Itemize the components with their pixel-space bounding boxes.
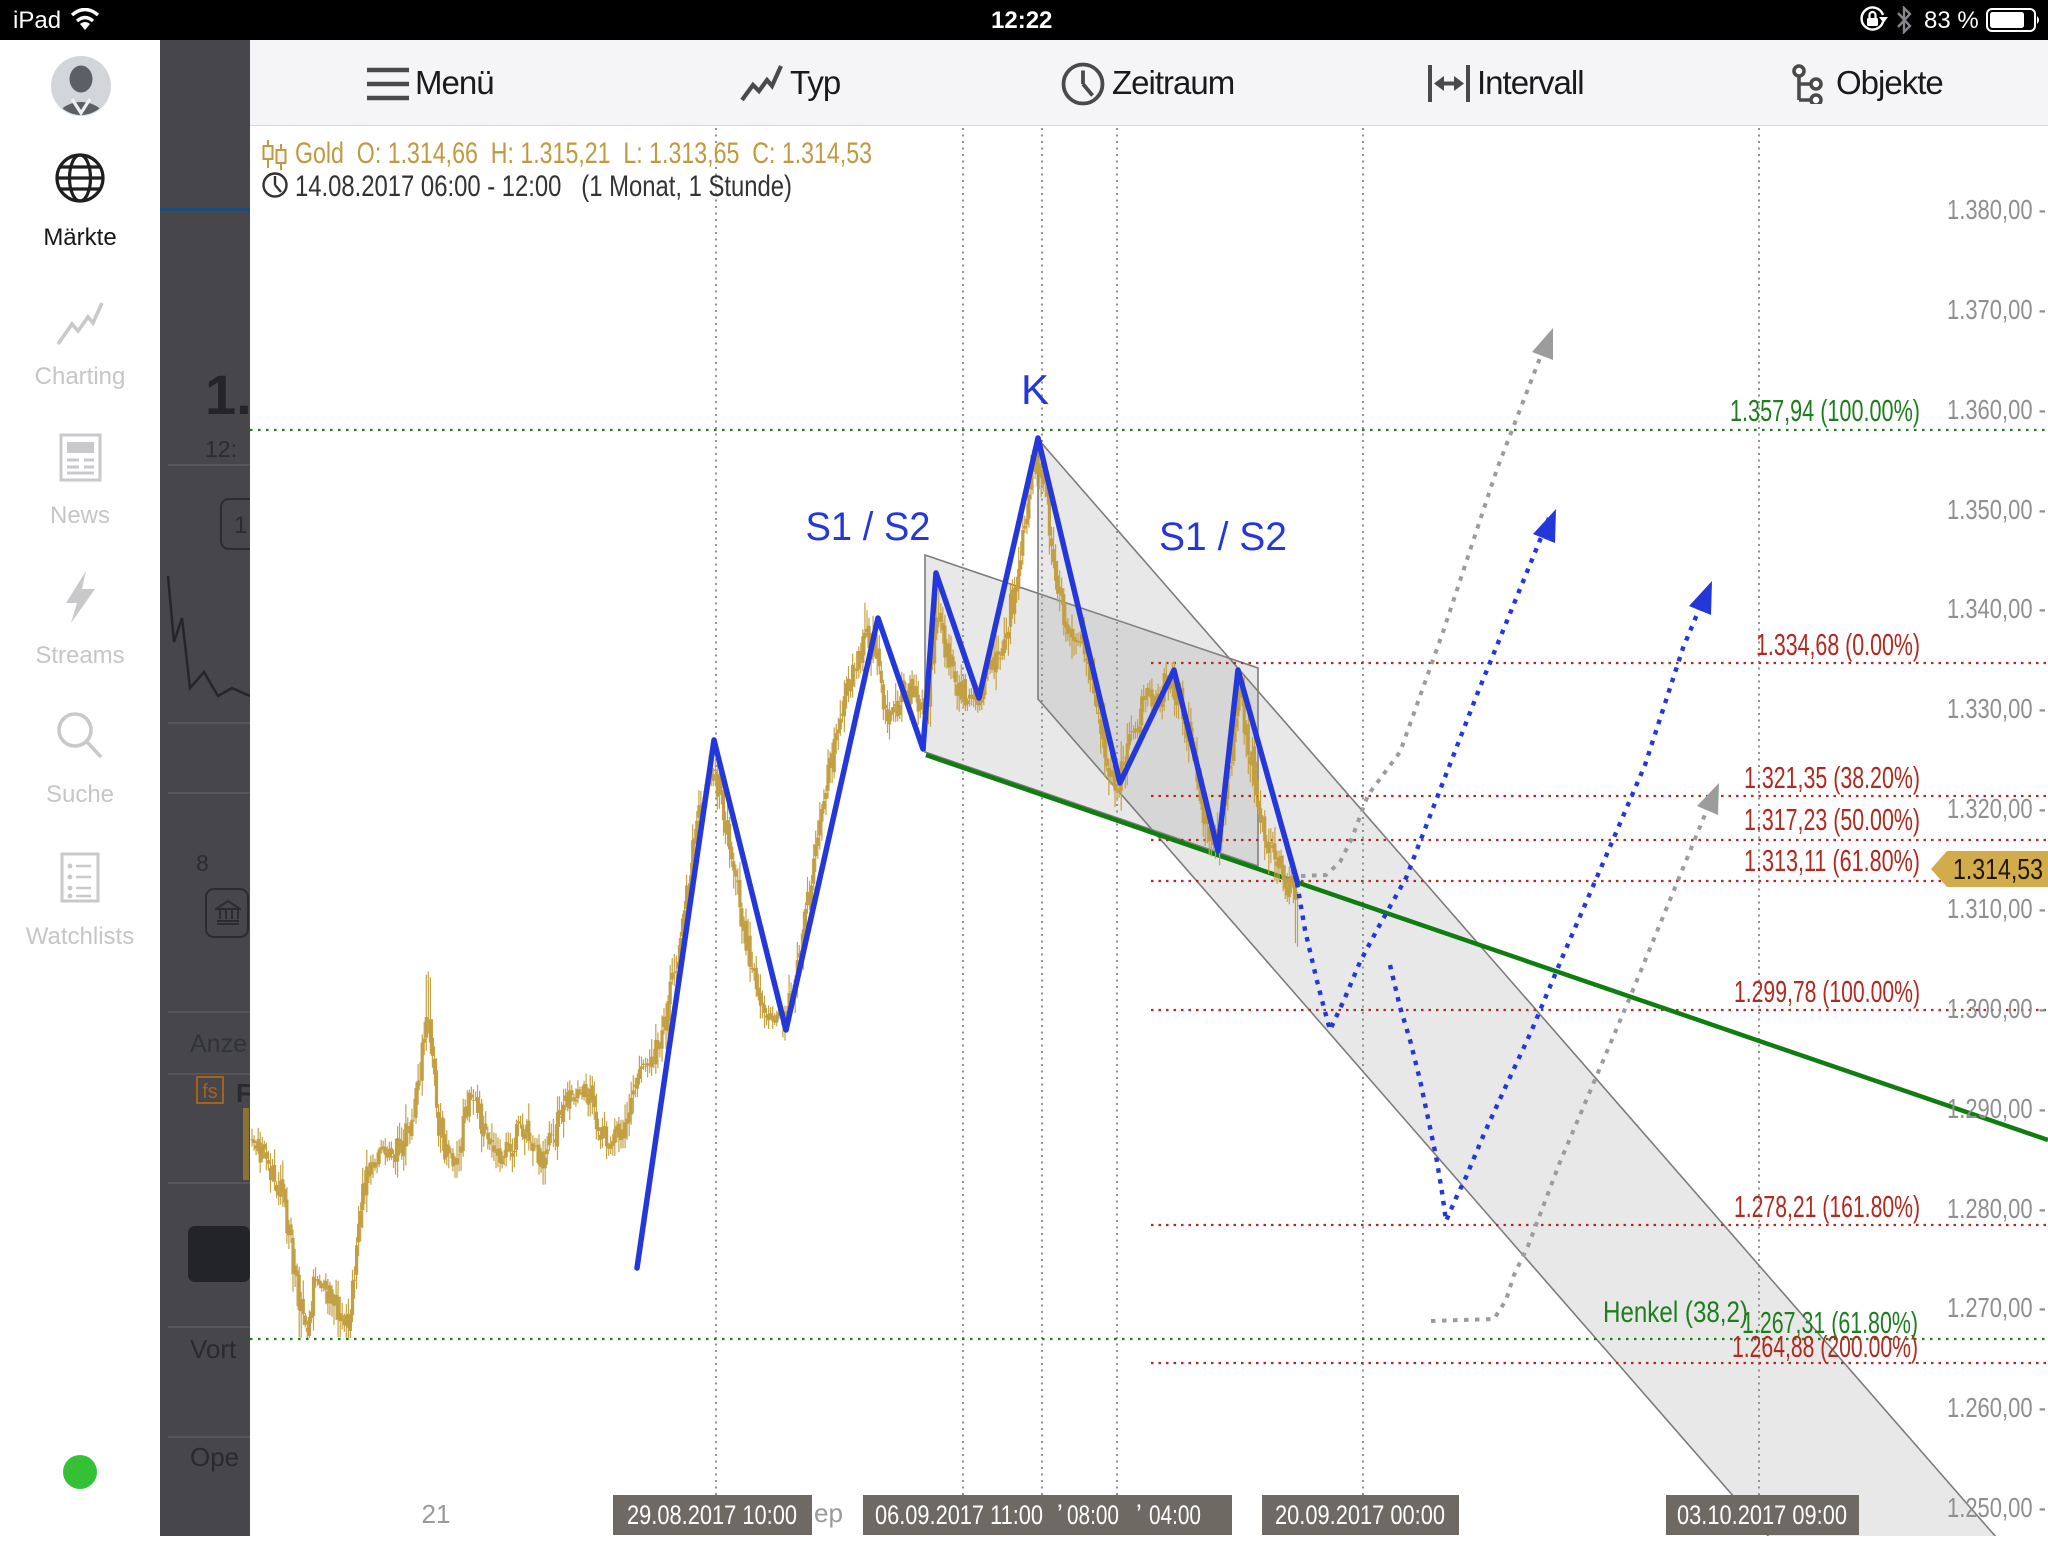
svg-text:News: News — [50, 502, 110, 529]
svg-text:1.267,31 (61.80%): 1.267,31 (61.80%) — [1742, 1305, 1918, 1340]
svg-text:1.310,00 -: 1.310,00 - — [1947, 893, 2046, 924]
svg-text:1.313,11 (61.80%): 1.313,11 (61.80%) — [1744, 843, 1920, 878]
svg-text:ʼ: ʼ — [1136, 1500, 1142, 1530]
svg-text:08:00: 08:00 — [1067, 1500, 1119, 1530]
svg-text:Märkte: Märkte — [43, 224, 116, 251]
svg-text:1.321,35 (38.20%): 1.321,35 (38.20%) — [1744, 760, 1920, 795]
svg-text:03.10.2017 09:00: 03.10.2017 09:00 — [1677, 1500, 1847, 1530]
svg-text:Charting: Charting — [35, 363, 126, 390]
svg-text:S1 / S2: S1 / S2 — [1159, 515, 1287, 559]
svg-text:20.09.2017 00:00: 20.09.2017 00:00 — [1275, 1500, 1445, 1530]
svg-text:K: K — [1021, 366, 1049, 413]
svg-text:1.264,88 (200.00%): 1.264,88 (200.00%) — [1732, 1329, 1918, 1364]
svg-text:1.290,00 -: 1.290,00 - — [1947, 1093, 2046, 1124]
svg-text:1.270,00 -: 1.270,00 - — [1947, 1292, 2046, 1323]
svg-text:1.360,00 -: 1.360,00 - — [1947, 394, 2046, 425]
svg-text:1.250,00 -: 1.250,00 - — [1947, 1492, 2046, 1523]
svg-text:1.320,00 -: 1.320,00 - — [1947, 793, 2046, 824]
svg-text:14.08.2017 06:00 - 12:00 (1: 14.08.2017 06:00 - 12:00 (1 Monat, 1 Stu… — [295, 170, 792, 203]
svg-text:21: 21 — [422, 1499, 451, 1529]
svg-text:1.278,21 (161.80%): 1.278,21 (161.80%) — [1734, 1189, 1920, 1224]
svg-text:ʼ: ʼ — [1057, 1500, 1063, 1530]
svg-text:1.280,00 -: 1.280,00 - — [1947, 1193, 2046, 1224]
svg-text:1.357,94 (100.00%): 1.357,94 (100.00%) — [1730, 393, 1920, 428]
svg-text:1.300,00 -: 1.300,00 - — [1947, 993, 2046, 1024]
svg-text:1.260,00 -: 1.260,00 - — [1947, 1392, 2046, 1423]
svg-text:Henkel (38,2): Henkel (38,2) — [1603, 1296, 1748, 1329]
svg-text:1.340,00 -: 1.340,00 - — [1947, 593, 2046, 624]
svg-text:1.314,53: 1.314,53 — [1953, 854, 2043, 886]
svg-text:ep: ep — [814, 1498, 843, 1528]
svg-text:1.334,68 (0.00%): 1.334,68 (0.00%) — [1756, 627, 1920, 662]
svg-text:1.317,23 (50.00%): 1.317,23 (50.00%) — [1744, 802, 1920, 837]
svg-text:1.330,00 -: 1.330,00 - — [1947, 693, 2046, 724]
svg-text:1.380,00 -: 1.380,00 - — [1947, 194, 2046, 225]
svg-text:06.09.2017 11:00: 06.09.2017 11:00 — [875, 1500, 1043, 1530]
svg-text:Suche: Suche — [46, 781, 114, 808]
svg-text:1.370,00 -: 1.370,00 - — [1947, 294, 2046, 325]
svg-text:Watchlists: Watchlists — [26, 923, 134, 950]
svg-text:1.299,78 (100.00%): 1.299,78 (100.00%) — [1734, 974, 1920, 1009]
svg-text:1.350,00 -: 1.350,00 - — [1947, 494, 2046, 525]
svg-text:29.08.2017 10:00: 29.08.2017 10:00 — [627, 1500, 797, 1530]
svg-text:04:00: 04:00 — [1149, 1500, 1201, 1530]
svg-text:Streams: Streams — [35, 642, 124, 669]
svg-text:Gold O: 1.314,66 H: 1.315,21: Gold O: 1.314,66 H: 1.315,21 L: 1.313,65… — [295, 137, 872, 170]
svg-text:S1 / S2: S1 / S2 — [806, 505, 931, 549]
